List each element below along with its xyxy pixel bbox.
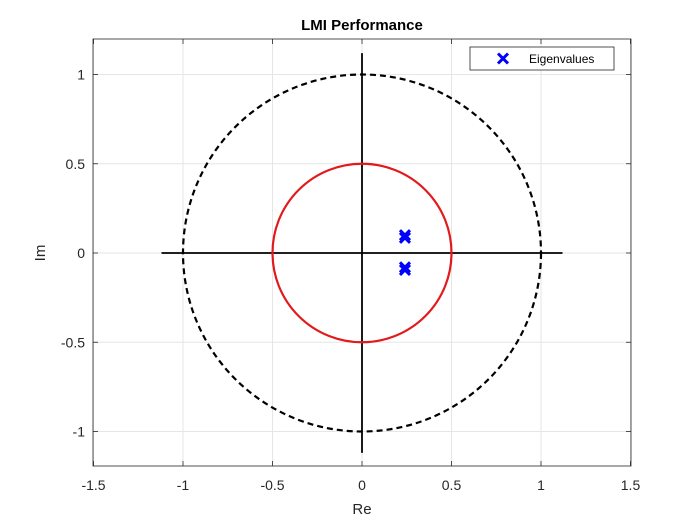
x-tick-label: 0.5	[442, 477, 462, 493]
eigenvalue-markers	[398, 229, 412, 277]
legend-box	[469, 46, 615, 71]
x-tick-label: -1.5	[81, 477, 105, 493]
unit-circle	[181, 73, 543, 433]
y-tick-label: 1	[77, 67, 85, 83]
y-tick-label: 0.5	[66, 156, 86, 172]
x-tick-label: 1	[537, 477, 545, 493]
x-tick-label: 1.5	[621, 477, 641, 493]
legend-x-marker	[496, 52, 510, 65]
eigenvalue-point	[398, 261, 412, 274]
legend: Eigenvalues	[469, 46, 615, 71]
y-tick-label: -1	[73, 424, 86, 440]
reference-axes	[161, 53, 563, 453]
x-tick-label: 0	[358, 477, 366, 493]
y-tick-label: -0.5	[61, 334, 85, 350]
x-tick-label: -1	[177, 477, 190, 493]
x-marker-stroke	[398, 229, 412, 242]
x-axis-label: Re	[352, 501, 371, 518]
legend-entry-eigenvalues: Eigenvalues	[529, 52, 594, 66]
chart-title: LMI Performance	[301, 17, 423, 34]
y-tick-label: 0	[77, 245, 85, 261]
axis-ticks: -1.5 -1 -0.5 0 0.5 1 1.5 -1 -0.5 0 0.5 1	[61, 39, 641, 493]
y-axis-label: Im	[32, 245, 49, 262]
x-marker-stroke	[496, 52, 510, 65]
eigenvalue-point	[398, 229, 412, 242]
legend-marker-x-icon	[496, 52, 510, 65]
region-circle	[271, 162, 453, 344]
eigenvalue-point	[398, 231, 412, 244]
circles	[181, 73, 543, 433]
eigenvalue-point	[398, 263, 412, 277]
x-marker-stroke	[398, 231, 412, 244]
x-marker-stroke	[398, 263, 412, 277]
x-marker-stroke	[398, 261, 412, 274]
x-tick-label: -0.5	[260, 477, 284, 493]
